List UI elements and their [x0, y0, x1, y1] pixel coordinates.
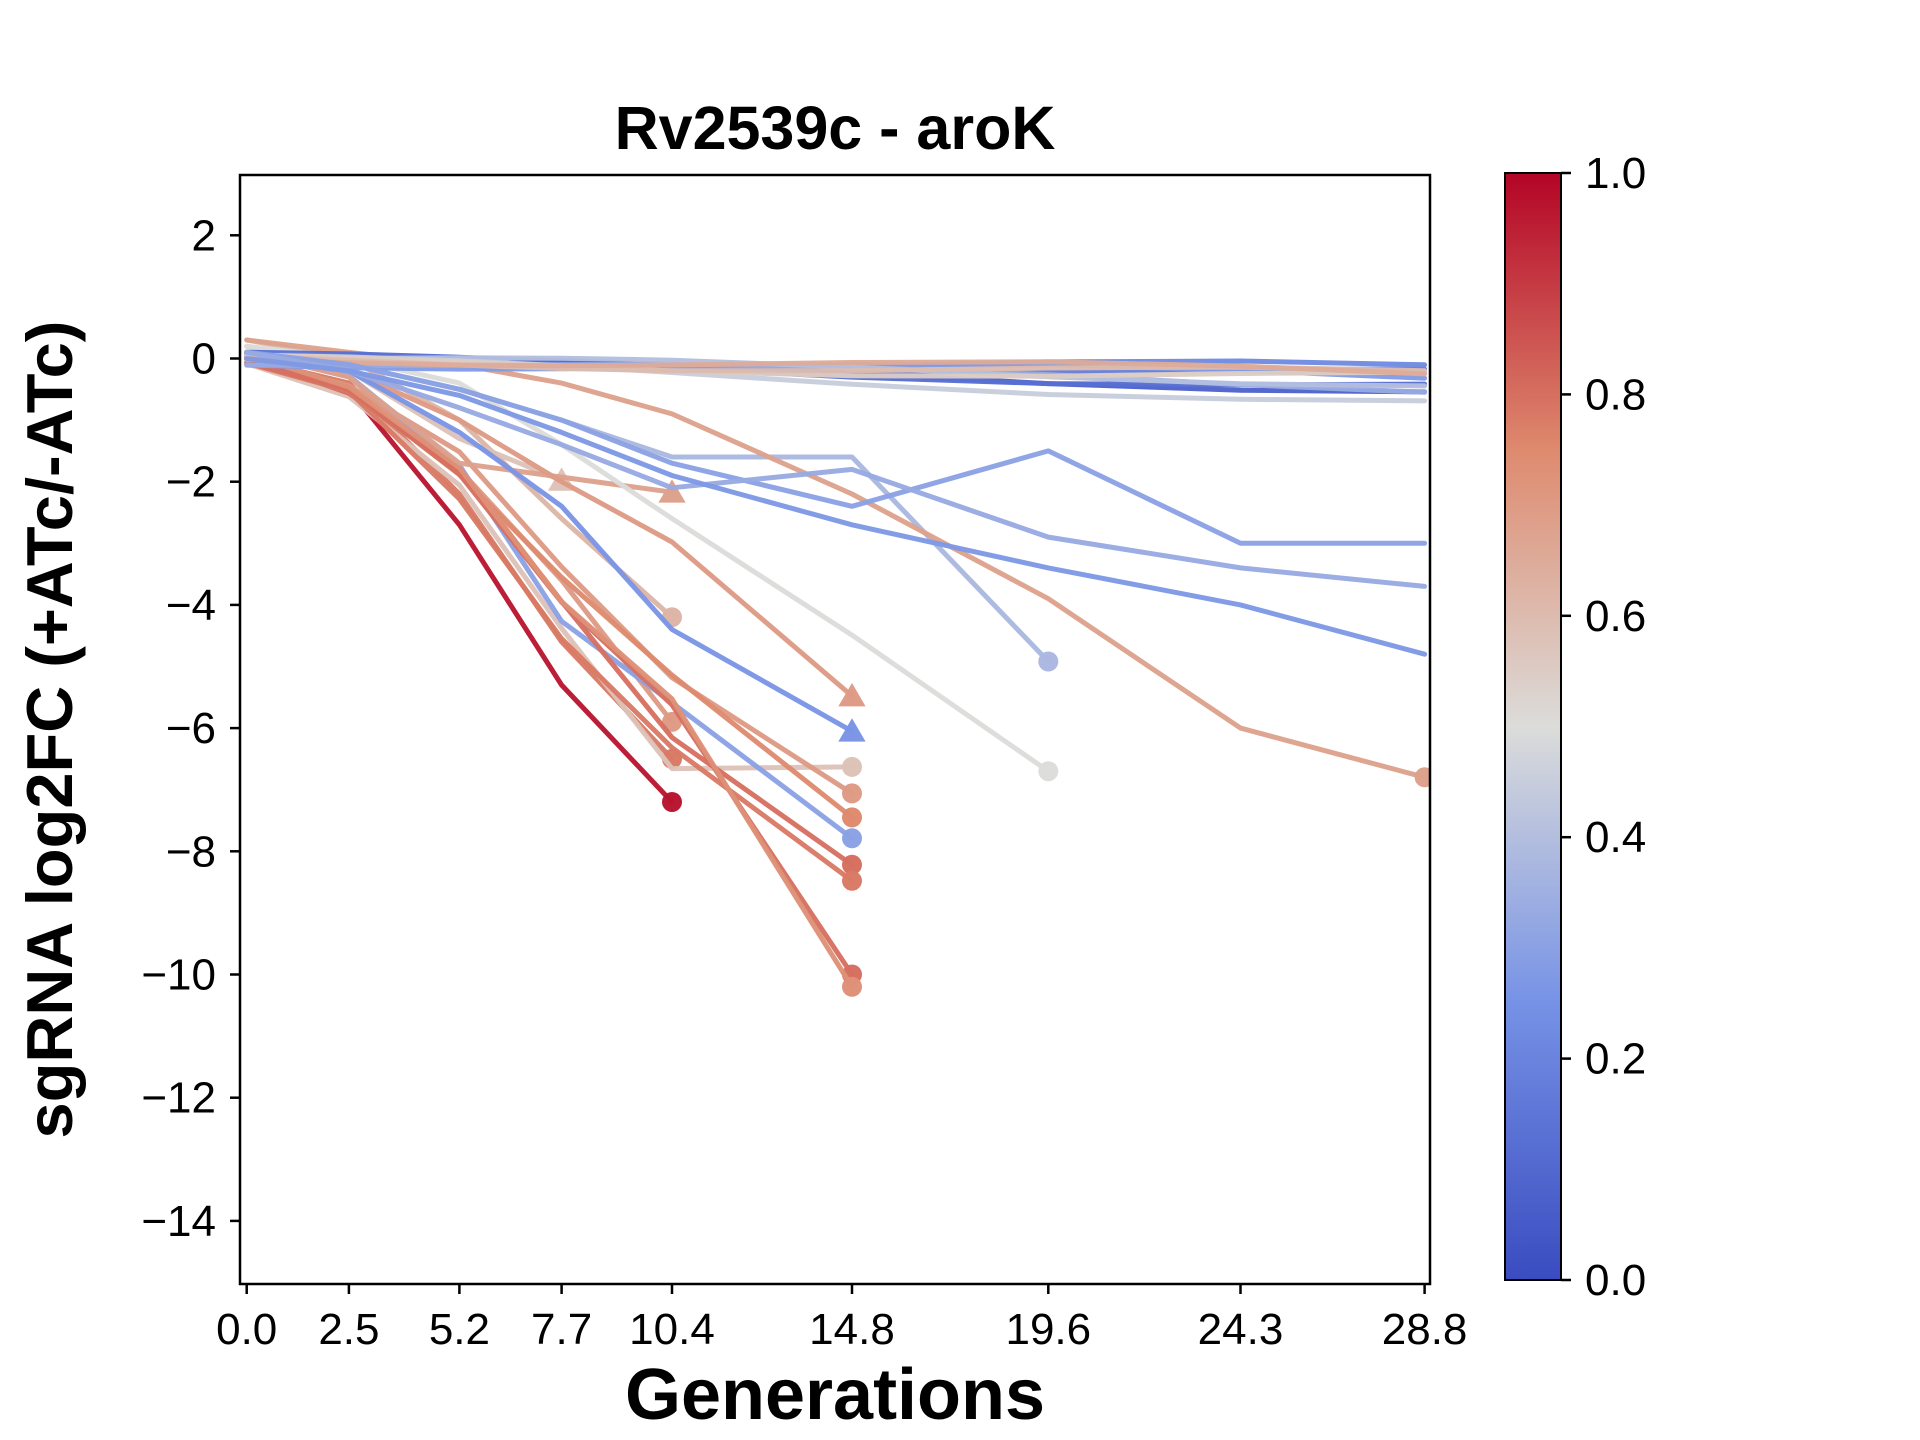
svg-text:2.5: 2.5 [318, 1305, 379, 1354]
svg-text:7.7: 7.7 [531, 1305, 592, 1354]
svg-text:2: 2 [192, 211, 216, 260]
svg-text:−6: −6 [166, 704, 216, 753]
svg-text:0.8: 0.8 [1585, 370, 1646, 419]
svg-text:−4: −4 [166, 581, 216, 630]
svg-text:10.4: 10.4 [629, 1305, 715, 1354]
svg-text:5.2: 5.2 [429, 1305, 490, 1354]
svg-text:24.3: 24.3 [1198, 1305, 1284, 1354]
svg-text:0: 0 [192, 335, 216, 384]
svg-text:−12: −12 [141, 1074, 216, 1123]
svg-text:0.4: 0.4 [1585, 813, 1646, 862]
svg-text:0.0: 0.0 [216, 1305, 277, 1354]
svg-text:−8: −8 [166, 827, 216, 876]
svg-text:−10: −10 [141, 951, 216, 1000]
svg-text:14.8: 14.8 [809, 1305, 895, 1354]
svg-text:0.2: 0.2 [1585, 1035, 1646, 1084]
svg-text:sgRNA log2FC (+ATc/-ATc): sgRNA log2FC (+ATc/-ATc) [13, 321, 86, 1139]
svg-text:1.0: 1.0 [1585, 149, 1646, 198]
svg-text:28.8: 28.8 [1382, 1305, 1468, 1354]
svg-text:19.6: 19.6 [1005, 1305, 1091, 1354]
svg-text:0.6: 0.6 [1585, 592, 1646, 641]
svg-text:−14: −14 [141, 1197, 216, 1246]
svg-text:Rv2539c - aroK: Rv2539c - aroK [615, 94, 1056, 162]
svg-text:−2: −2 [166, 458, 216, 507]
svg-text:Generations: Generations [625, 1355, 1045, 1435]
svg-text:0.0: 0.0 [1585, 1256, 1646, 1305]
